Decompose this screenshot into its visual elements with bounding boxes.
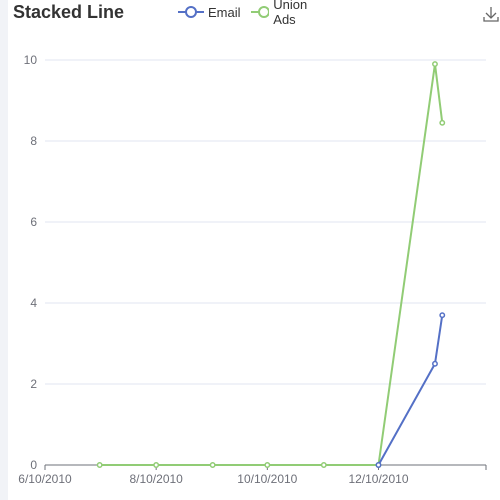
series-line-union-ads: [99, 63, 444, 466]
y-axis-labels: 0 2 4 6 8 10: [24, 53, 38, 472]
data-point-union-ads: [96, 462, 103, 468]
y-tick-label: 4: [30, 296, 37, 310]
panel-left-strip: [0, 0, 8, 500]
data-point-email: [375, 462, 382, 468]
x-tick-label: 10/10/2010: [237, 472, 297, 486]
data-point-union-ads: [153, 462, 160, 468]
y-tick-label: 8: [30, 134, 37, 148]
y-tick-label: 6: [30, 215, 37, 229]
x-tick-label: 12/10/2010: [348, 472, 408, 486]
data-point-union-ads: [264, 462, 271, 468]
x-axis: 6/10/2010 8/10/2010 10/10/2010 12/10/2010: [18, 464, 487, 486]
y-tick-label: 0: [30, 458, 37, 472]
legend-line-icon: [251, 6, 270, 18]
legend-item-email[interactable]: Email: [178, 4, 241, 20]
legend-item-union-ads[interactable]: Union Ads: [251, 0, 315, 27]
data-point-email: [439, 312, 446, 319]
data-point-email: [432, 360, 438, 367]
data-point-union-ads: [432, 61, 438, 68]
y-tick-label: 10: [24, 53, 38, 67]
legend-line-icon: [178, 6, 204, 18]
download-icon[interactable]: [482, 5, 500, 23]
y-tick-label: 2: [30, 377, 37, 391]
grid-lines: [45, 59, 486, 385]
data-point-union-ads: [320, 462, 327, 468]
legend-label: Email: [208, 4, 241, 20]
download-icon-glyph: [483, 7, 499, 22]
chart-title: Stacked Line: [13, 2, 125, 22]
x-tick-label: 8/10/2010: [129, 472, 183, 486]
x-tick-label: 6/10/2010: [18, 472, 72, 486]
legend-label: Union Ads: [273, 0, 308, 27]
data-point-union-ads: [439, 119, 446, 126]
series-layer: [96, 61, 446, 468]
data-point-union-ads: [209, 462, 216, 468]
